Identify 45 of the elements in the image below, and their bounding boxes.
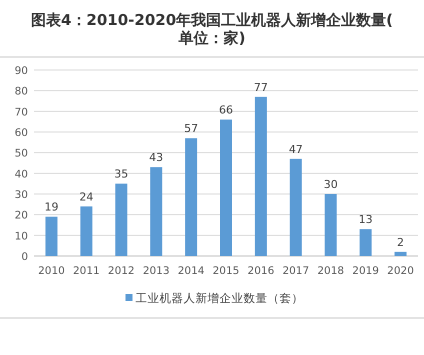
y-tick-label: 10 [14, 230, 28, 242]
y-tick-label: 80 [14, 86, 28, 98]
legend: 工业机器人新增企业数量（套） [126, 291, 304, 305]
x-tick-label: 2016 [248, 265, 275, 277]
y-tick-label: 0 [21, 251, 28, 263]
bar [254, 96, 267, 256]
y-tick-label: 20 [14, 210, 28, 222]
bar [150, 167, 162, 256]
x-tick-label: 2010 [38, 265, 65, 277]
x-tick-label: 2012 [108, 265, 135, 277]
bar [80, 206, 92, 256]
chart-title: 图表4：2010-2020年我国工业机器人新增企业数量(单位：家) [30, 11, 394, 47]
y-tick-label: 50 [14, 148, 28, 160]
x-tick-label: 2013 [142, 265, 170, 277]
y-tick-label: 60 [14, 127, 28, 139]
data-label: 35 [114, 168, 128, 181]
x-tick-label: 2019 [352, 265, 380, 277]
x-tick-label: 2014 [178, 265, 205, 277]
y-tick-label: 70 [14, 106, 28, 118]
bar [394, 252, 407, 256]
bar [324, 194, 337, 256]
data-label: 19 [44, 200, 58, 214]
bar [45, 216, 58, 256]
data-label: 2 [397, 236, 404, 249]
data-label: 57 [184, 122, 198, 136]
bar [290, 158, 302, 256]
x-tick-label: 2020 [387, 265, 414, 277]
bar [185, 138, 198, 256]
x-tick-label: 2015 [212, 265, 240, 277]
data-label: 24 [79, 190, 94, 204]
data-label: 30 [324, 178, 338, 191]
y-tick-label: 30 [14, 189, 28, 201]
data-label: 43 [149, 151, 164, 164]
bar [360, 229, 372, 256]
data-label: 66 [219, 104, 233, 117]
bar [115, 184, 128, 256]
y-tick-label: 40 [14, 168, 28, 180]
data-label: 77 [254, 80, 268, 94]
x-tick-label: 2017 [282, 265, 310, 277]
data-label: 47 [288, 142, 303, 156]
y-tick-label: 90 [14, 65, 28, 77]
data-label: 13 [358, 213, 373, 226]
bar [220, 120, 232, 256]
x-tick-label: 2011 [72, 265, 100, 277]
x-tick-label: 2018 [317, 265, 344, 277]
